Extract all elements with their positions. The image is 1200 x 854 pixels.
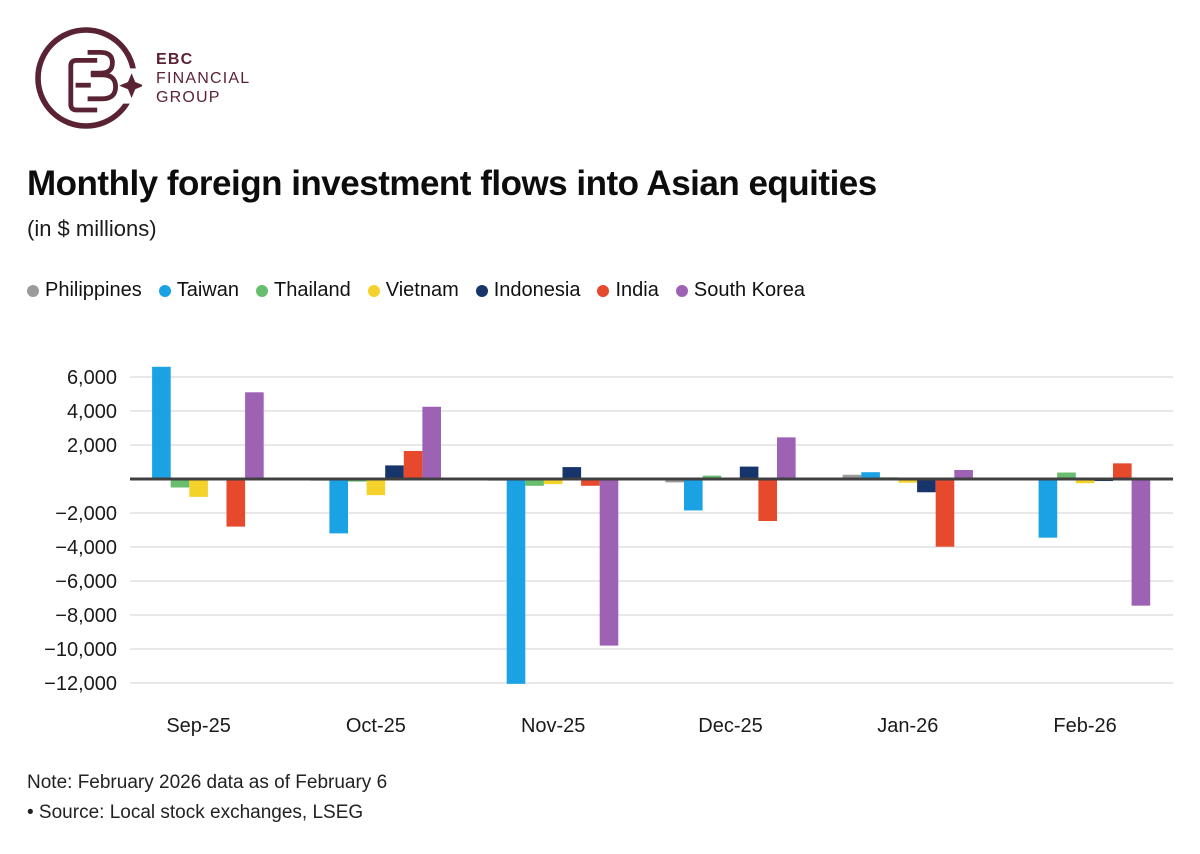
bar-vietnam-nov-25: [543, 479, 563, 485]
sparkle-icon: [119, 73, 142, 98]
y-tick-label-2000: 2,000: [67, 435, 117, 457]
bar-vietnam-sep-25: [189, 479, 208, 497]
legend-item-taiwan: Taiwan: [158, 279, 239, 302]
y-tick-label--12000: −12,000: [44, 673, 117, 695]
note-line-1: Note: February 2026 data as of February …: [27, 772, 388, 793]
legend-item-south-korea: South Korea: [675, 279, 806, 302]
chart-title: Monthly foreign investment flows into As…: [27, 164, 877, 203]
bar-chart: 6,000 4,000 2,000 −2,000 −4,000 −6,000 −8,000 −…: [0, 350, 1200, 760]
legend-label-india: India: [615, 279, 659, 301]
legend-dot-taiwan-icon: [158, 284, 171, 297]
ebc-logo-mark-icon: [35, 27, 142, 129]
x-tick-label-jan-26: Jan-26: [877, 715, 938, 737]
bar-india-oct-25: [403, 450, 423, 479]
ebc-logo-text: EBC FINANCIAL GROUP: [156, 50, 250, 107]
bar-india-nov-25: [581, 479, 600, 486]
bar-thailand-sep-25: [170, 479, 190, 488]
bar-indonesia-jan-26: [917, 479, 936, 493]
legend-dot-indonesia-icon: [475, 284, 488, 297]
ebc-logo: EBC FINANCIAL GROUP: [30, 22, 250, 134]
legend-dot-india-icon: [597, 284, 610, 297]
chart-subtitle: (in $ millions): [27, 216, 157, 241]
legend-label-thailand: Thailand: [274, 279, 351, 301]
bar-india-sep-25: [226, 479, 246, 527]
bar-taiwan-dec-25: [684, 479, 703, 511]
bar-thailand-nov-25: [525, 479, 544, 486]
logo-line-ebc: EBC: [156, 50, 194, 68]
x-tick-label-sep-25: Sep-25: [166, 715, 231, 737]
legend-item-india: India: [597, 279, 659, 302]
y-tick-label--4000: −4,000: [55, 537, 117, 559]
legend-dot-thailand-icon: [256, 284, 268, 297]
bar-indonesia-dec-25: [739, 466, 759, 479]
bar-south-korea-dec-25: [777, 437, 796, 479]
chart-notes: Note: February 2026 data as of February …: [27, 768, 387, 828]
legend-label-vietnam: Vietnam: [385, 279, 459, 301]
y-tick-label--10000: −10,000: [44, 639, 117, 661]
bar-south-korea-oct-25: [422, 406, 441, 479]
bar-south-korea-nov-25: [599, 479, 619, 646]
x-tick-label-dec-25: Dec-25: [698, 715, 762, 737]
y-tick-label--8000: −8,000: [55, 605, 117, 627]
bar-taiwan-nov-25: [506, 479, 526, 684]
legend-label-taiwan: Taiwan: [176, 279, 239, 301]
bar-india-feb-26: [1113, 463, 1132, 479]
logo-line-financial: FINANCIAL: [156, 69, 251, 87]
y-tick-label-4000: 4,000: [67, 401, 117, 423]
y-tick-label--6000: −6,000: [55, 571, 117, 593]
bar-indonesia-nov-25: [562, 467, 582, 479]
bar-south-korea-jan-26: [954, 469, 973, 479]
bar-vietnam-oct-25: [366, 479, 386, 496]
bar-india-jan-26: [935, 479, 955, 547]
legend-label-south-korea: South Korea: [693, 279, 806, 301]
x-tick-label-feb-26: Feb-26: [1053, 715, 1116, 737]
legend-label-philippines: Philippines: [45, 279, 142, 301]
bar-taiwan-jan-26: [861, 472, 880, 479]
logo-line-group: GROUP: [156, 88, 221, 106]
x-tick-label-oct-25: Oct-25: [346, 715, 406, 737]
legend-item-thailand: Thailand: [256, 279, 351, 302]
legend-dot-philippines-icon: [27, 284, 39, 297]
bar-vietnam-jan-26: [898, 479, 918, 483]
bar-philippines-jan-26: [842, 474, 862, 479]
bar-philippines-dec-25: [665, 479, 684, 483]
chart-legend: Philippines Taiwan Thailand Vietnam Indonesi…: [27, 279, 805, 302]
bar-thailand-dec-25: [702, 475, 722, 479]
bar-taiwan-feb-26: [1038, 479, 1058, 538]
legend-item-vietnam: Vietnam: [367, 279, 459, 302]
legend-item-indonesia: Indonesia: [475, 279, 581, 302]
bar-south-korea-sep-25: [245, 392, 264, 479]
bar-chart-svg: 6,000 4,000 2,000 −2,000 −4,000 −6,000 −8,000 −…: [44, 366, 1173, 737]
bar-thailand-feb-26: [1057, 472, 1076, 479]
legend-dot-vietnam-icon: [367, 284, 380, 297]
y-tick-label--2000: −2,000: [55, 503, 117, 525]
legend-label-indonesia: Indonesia: [493, 279, 581, 301]
bar-indonesia-oct-25: [385, 465, 404, 479]
bar-india-dec-25: [758, 479, 777, 521]
bar-south-korea-feb-26: [1131, 479, 1151, 606]
x-tick-label-nov-25: Nov-25: [521, 715, 585, 737]
bar-taiwan-sep-25: [152, 366, 171, 479]
bar-taiwan-oct-25: [329, 479, 348, 534]
note-line-2: • Source: Local stock exchanges, LSEG: [27, 802, 364, 823]
y-tick-label-6000: 6,000: [67, 367, 117, 389]
legend-item-philippines: Philippines: [27, 279, 142, 302]
legend-dot-south-korea-icon: [675, 284, 688, 297]
bar-vietnam-feb-26: [1075, 479, 1095, 484]
